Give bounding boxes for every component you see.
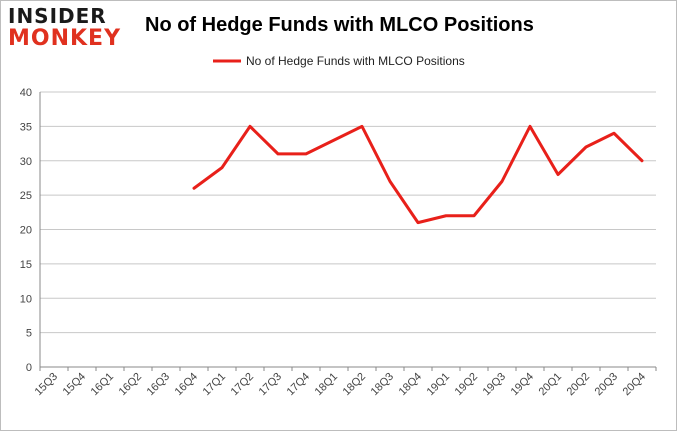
- data-point: [221, 166, 224, 169]
- x-tick-label: 17Q3: [257, 371, 285, 399]
- data-point: [473, 214, 476, 217]
- x-tick-label: 16Q3: [145, 371, 173, 399]
- x-tick-label: 18Q2: [341, 371, 369, 399]
- data-point: [193, 187, 196, 190]
- x-tick-label: 17Q4: [285, 371, 313, 399]
- plot-area: [192, 124, 644, 225]
- legend-label: No of Hedge Funds with MLCO Positions: [246, 54, 465, 68]
- data-point: [613, 132, 616, 135]
- y-tick-label: 40: [20, 87, 32, 99]
- x-tick-label: 19Q1: [425, 371, 453, 399]
- x-tick-label: 20Q3: [593, 371, 621, 399]
- x-tick-label: 15Q3: [33, 371, 61, 399]
- y-tick-label: 35: [20, 121, 32, 133]
- x-tick-label: 20Q2: [565, 371, 593, 399]
- data-point: [305, 152, 308, 155]
- x-tick-label: 19Q2: [453, 371, 481, 399]
- y-axis: 0 5 10 15 20 25 30 35 40: [20, 87, 41, 374]
- data-point: [585, 146, 588, 149]
- x-tick-label: 17Q1: [201, 371, 229, 399]
- x-tick-label: 19Q4: [509, 371, 537, 399]
- logo-line-2: MONKEY: [8, 26, 122, 51]
- x-tick-label: 19Q3: [481, 371, 509, 399]
- data-point: [249, 125, 252, 128]
- data-point: [277, 152, 280, 155]
- y-tick-label: 10: [20, 293, 32, 305]
- x-tick-label: 20Q1: [537, 371, 565, 399]
- x-tick-label: 15Q4: [61, 371, 89, 399]
- y-tick-label: 25: [20, 190, 32, 202]
- x-tick-label: 16Q1: [89, 371, 117, 399]
- data-point: [333, 139, 336, 142]
- x-tick-label: 18Q3: [369, 371, 397, 399]
- x-tick-label: 16Q4: [173, 371, 201, 399]
- data-point: [389, 180, 392, 183]
- data-point: [417, 221, 420, 224]
- x-tick-label: 20Q4: [621, 371, 649, 399]
- y-tick-label: 15: [20, 259, 32, 271]
- data-point: [361, 125, 364, 128]
- series-line: [192, 124, 644, 225]
- data-point: [557, 173, 560, 176]
- data-point: [445, 214, 448, 217]
- data-point: [529, 125, 532, 128]
- x-tick-label: 17Q2: [229, 371, 257, 399]
- data-point: [641, 159, 644, 162]
- y-tick-label: 5: [26, 328, 32, 340]
- x-tick-label: 18Q4: [397, 371, 425, 399]
- gridlines: [40, 91, 656, 368]
- logo-line-1: INSIDER: [8, 4, 107, 28]
- insider-monkey-logo: INSIDER MONKEY: [8, 6, 126, 54]
- x-axis: 15Q3 15Q4 16Q1 16Q2 16Q3 16Q4 17Q1 17Q2 17Q3 17Q4…: [33, 366, 657, 399]
- y-tick-label: 30: [20, 156, 32, 168]
- legend: No of Hedge Funds with MLCO Positions: [213, 54, 465, 68]
- y-tick-label: 0: [26, 362, 32, 374]
- x-tick-label: 16Q2: [117, 371, 145, 399]
- y-tick-label: 20: [20, 225, 32, 237]
- x-tick-label: 18Q1: [313, 371, 341, 399]
- chart-title: No of Hedge Funds with MLCO Positions: [145, 14, 534, 36]
- data-point: [501, 180, 504, 183]
